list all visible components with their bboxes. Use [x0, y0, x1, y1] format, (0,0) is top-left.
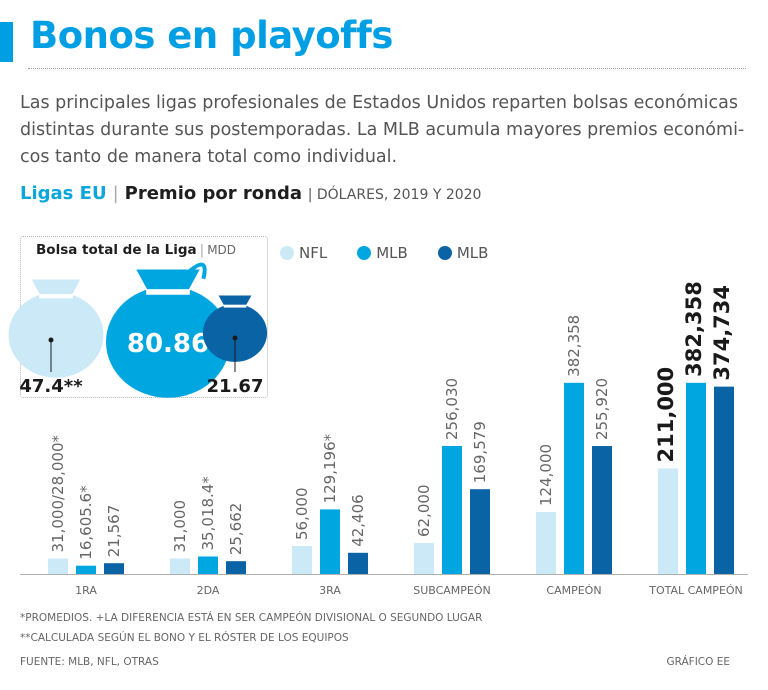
- bar-value-label: 382,358: [565, 315, 583, 377]
- bar-mlb2-5: [714, 386, 734, 574]
- bar-mlb1-5: [686, 382, 706, 574]
- subhead-round: Premio por ronda: [124, 183, 302, 204]
- bar-mlb1-3: [442, 445, 462, 574]
- bar-mlb2-0: [104, 563, 124, 574]
- pool-title-unit: MDD: [207, 243, 237, 257]
- subhead-separator: |: [112, 183, 119, 204]
- pool-value-mlb: 80.86: [127, 329, 209, 359]
- bar-value-label: 31,000/28,000*: [49, 434, 67, 552]
- league-pool-title: Bolsa total de la Liga | MDD: [36, 242, 236, 258]
- bar-mlb1-2: [320, 509, 340, 574]
- category-label: TOTAL CAMPEÓN: [648, 584, 743, 597]
- legend-swatch-mlb: [357, 246, 372, 260]
- bar-value-label: 255,920: [593, 378, 611, 440]
- bar-mlb1-4: [564, 382, 584, 574]
- category-label: SUBCAMPEÓN: [413, 584, 491, 597]
- pool-title-text: Bolsa total de la Liga: [36, 242, 197, 258]
- category-label: CAMPEÓN: [546, 584, 601, 597]
- legend-item-nfl: NFL: [280, 244, 327, 262]
- bar-value-label: 124,000: [537, 444, 555, 506]
- bar-mlb1-0: [76, 565, 96, 574]
- bar-value-label: 256,030: [443, 378, 461, 440]
- bar-value-label: 62,000: [415, 485, 433, 538]
- legend-swatch-nfl: [280, 246, 294, 260]
- bar-nfl-0: [48, 558, 68, 574]
- money-bag-knot: [186, 262, 207, 280]
- subhead-unit: | DÓLARES, 2019 Y 2020: [307, 187, 482, 203]
- bar-value-label: 42,406: [349, 494, 367, 547]
- bar-nfl-2: [292, 546, 312, 574]
- bar-value-label: 211,000: [654, 367, 678, 463]
- bar-mlb2-3: [470, 489, 490, 574]
- pool-value-mlb-dark: 21.67: [207, 376, 264, 397]
- intro-paragraph: Las principales ligas profesionales de E…: [20, 93, 745, 167]
- bar-mlb1-1: [198, 556, 218, 574]
- legend-label-mlb: MLB: [376, 244, 408, 262]
- bar-value-label: 56,000: [293, 488, 311, 541]
- title-accent-bar: [0, 22, 13, 62]
- bar-value-label: 129,196*: [321, 433, 339, 503]
- legend-swatch-mlb-dark: [437, 246, 452, 260]
- legend-label-mlb-dark: MLB: [456, 244, 489, 262]
- money-bag-body: [202, 304, 268, 362]
- bar-mlb2-1: [226, 561, 246, 574]
- bar-nfl-3: [414, 543, 434, 574]
- legend-label-nfl: NFL: [299, 244, 328, 262]
- bar-value-label: 382,358: [682, 281, 706, 377]
- chart-subheading: Ligas EU | Premio por ronda | DÓLARES, 201…: [20, 183, 481, 204]
- money-bag-tie: [146, 289, 190, 295]
- source-note: FUENTE: MLB, NFL, OTRAS: [20, 656, 159, 668]
- bar-value-label: 31,000: [171, 500, 189, 553]
- money-bag-tie: [223, 304, 247, 308]
- bar-nfl-5: [658, 468, 678, 574]
- footnote-1: *PROMEDIOS. +LA DIFERENCIA ESTÁ EN SER C…: [20, 612, 483, 624]
- money-bag-neck: [31, 279, 81, 297]
- bar-value-label: 25,662: [227, 503, 245, 556]
- footnotes: *PROMEDIOS. +LA DIFERENCIA ESTÁ EN SER C…: [20, 608, 482, 648]
- bar-nfl-1: [170, 558, 190, 574]
- title-divider: [28, 68, 746, 69]
- category-label: 1RA: [75, 584, 97, 597]
- legend-item-mlb: MLB: [357, 244, 408, 262]
- bar-value-label: 169,579: [471, 421, 489, 483]
- footnote-2: **CALCULADA SEGÚN EL BONO Y EL RÓSTER DE…: [20, 632, 349, 644]
- pool-value-nfl: 47.4**: [19, 376, 83, 397]
- graphic-credit: GRÁFICO EE: [666, 656, 730, 668]
- bar-value-label: 374,734: [710, 285, 734, 381]
- category-label: 3RA: [319, 584, 341, 597]
- bar-mlb2-2: [348, 552, 368, 574]
- bar-value-label: 35,018.4*: [199, 476, 217, 551]
- chart-legend: NFL MLB MLB: [280, 244, 488, 262]
- money-bag-tie: [39, 294, 73, 299]
- subhead-league: Ligas EU: [20, 183, 107, 204]
- page-title: Bonos en playoffs: [30, 14, 393, 57]
- money-bag-neck: [136, 269, 200, 292]
- bar-mlb2-4: [592, 446, 612, 574]
- legend-item-mlb-dark: MLB: [437, 244, 489, 262]
- pool-title-separator: |: [199, 242, 205, 258]
- bar-value-label: 16,605.6*: [77, 485, 95, 560]
- bar-nfl-4: [536, 512, 556, 574]
- money-bag-neck: [218, 295, 252, 307]
- money-bag-body: [8, 292, 104, 378]
- category-label: 2DA: [197, 584, 220, 597]
- bar-value-label: 21,567: [105, 505, 123, 558]
- money-bag-body: [106, 286, 230, 398]
